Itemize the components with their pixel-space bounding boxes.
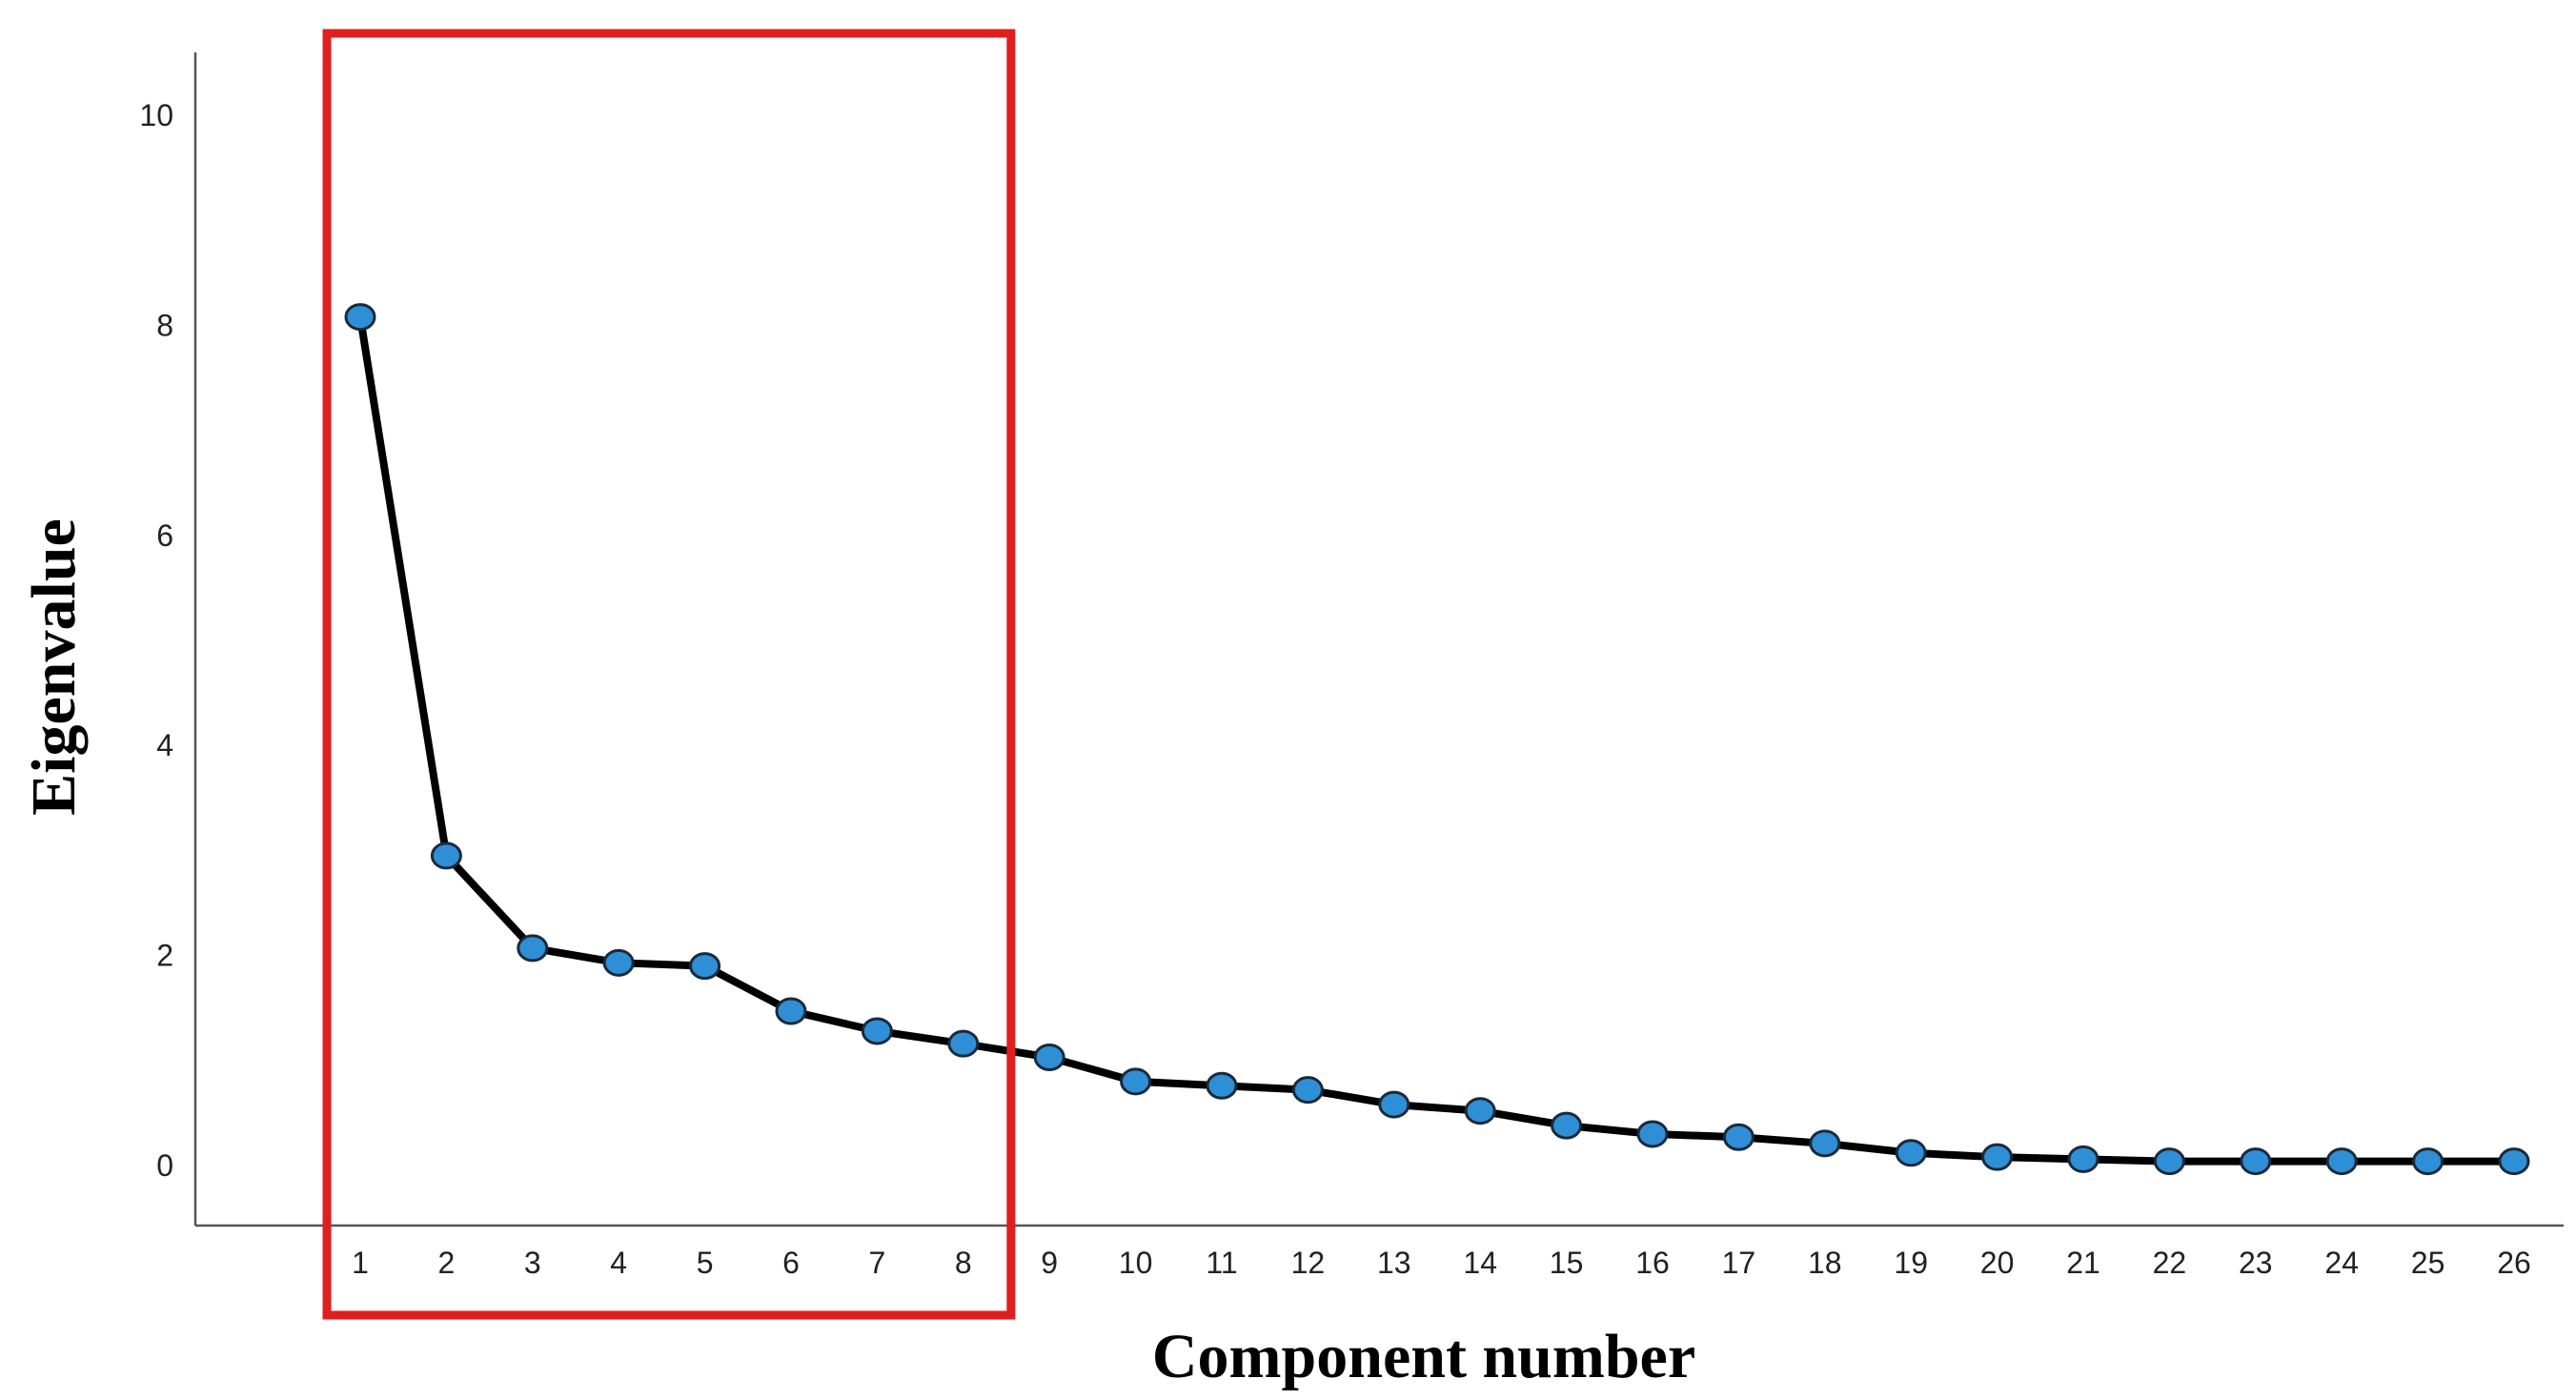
x-tick-label: 2: [438, 1246, 456, 1280]
x-tick-label: 15: [1550, 1246, 1584, 1280]
x-tick-label: 16: [1635, 1246, 1670, 1280]
y-tick-label: 10: [139, 98, 173, 132]
x-tick-label: 5: [697, 1246, 714, 1280]
data-point: [1291, 1076, 1324, 1105]
y-tick-labels: 0 2 4 6 8 10: [139, 98, 173, 1183]
data-point: [1551, 1111, 1583, 1140]
data-point: [602, 948, 635, 977]
x-tick-label: 3: [524, 1246, 541, 1280]
x-tick-label: 13: [1377, 1246, 1411, 1280]
y-tick-label: 2: [156, 939, 173, 973]
y-tick-label: 0: [156, 1148, 173, 1183]
x-tick-label: 20: [1980, 1246, 2015, 1280]
x-tick-label: 8: [955, 1246, 972, 1280]
data-point: [1033, 1043, 1065, 1071]
x-tick-label: 25: [2411, 1246, 2445, 1280]
highlight-box: [322, 29, 1016, 1320]
series-line-layer: [356, 315, 2514, 1166]
data-point: [1722, 1123, 1755, 1151]
x-tick-label: 10: [1119, 1246, 1153, 1280]
x-tick-label: 7: [869, 1246, 886, 1280]
x-tick-label: 1: [352, 1246, 369, 1280]
x-tick-label: 18: [1808, 1246, 1842, 1280]
data-point: [775, 997, 807, 1025]
y-tick-label: 6: [156, 518, 173, 553]
data-point: [1809, 1129, 1841, 1158]
x-tick-label: 21: [2066, 1246, 2100, 1280]
data-point: [1464, 1097, 1496, 1125]
x-tick-labels: 1 2 3 4 5 6 7 8 9 10 11 12 13 14 15 16 17 18 19 20 21 22 23 24 2…: [352, 1246, 2531, 1280]
x-tick-label: 19: [1894, 1246, 1928, 1280]
x-tick-label: 23: [2239, 1246, 2273, 1280]
data-point: [1636, 1120, 1669, 1148]
x-tick-label: 22: [2153, 1246, 2187, 1280]
y-tick-label: 4: [156, 728, 173, 762]
data-point: [430, 841, 462, 870]
data-point: [517, 934, 549, 963]
x-tick-label: 6: [782, 1246, 800, 1280]
data-point: [2325, 1147, 2358, 1176]
data-point: [861, 1017, 893, 1045]
x-tick-label: 12: [1291, 1246, 1326, 1280]
data-point: [1981, 1143, 2014, 1171]
y-axis-title: Eigenvalue: [19, 518, 89, 816]
series-line: [356, 315, 2514, 1166]
x-tick-label: 14: [1463, 1246, 1497, 1280]
data-point: [2067, 1145, 2099, 1173]
data-point: [2498, 1147, 2530, 1176]
data-point: [2240, 1147, 2272, 1176]
x-tick-label: 24: [2324, 1246, 2359, 1280]
x-tick-label: 11: [1206, 1246, 1237, 1280]
x-tick-label: 4: [610, 1246, 627, 1280]
data-point: [344, 303, 376, 332]
data-points: [344, 303, 2530, 1176]
axes: [193, 52, 2564, 1227]
x-tick-label: 26: [2497, 1246, 2531, 1280]
data-point: [2153, 1147, 2185, 1176]
data-point: [1378, 1090, 1410, 1119]
data-point: [947, 1029, 980, 1058]
data-point: [689, 952, 721, 981]
y-tick-label: 8: [156, 308, 173, 342]
x-tick-label: 9: [1041, 1246, 1058, 1280]
data-point: [1895, 1139, 1927, 1167]
x-tick-label: 17: [1722, 1246, 1756, 1280]
data-point: [1206, 1071, 1238, 1100]
data-point: [1120, 1067, 1152, 1096]
x-axis-title: Component number: [1152, 1322, 1695, 1391]
data-point: [2412, 1147, 2444, 1176]
highlight-box-layer: [322, 29, 1016, 1320]
